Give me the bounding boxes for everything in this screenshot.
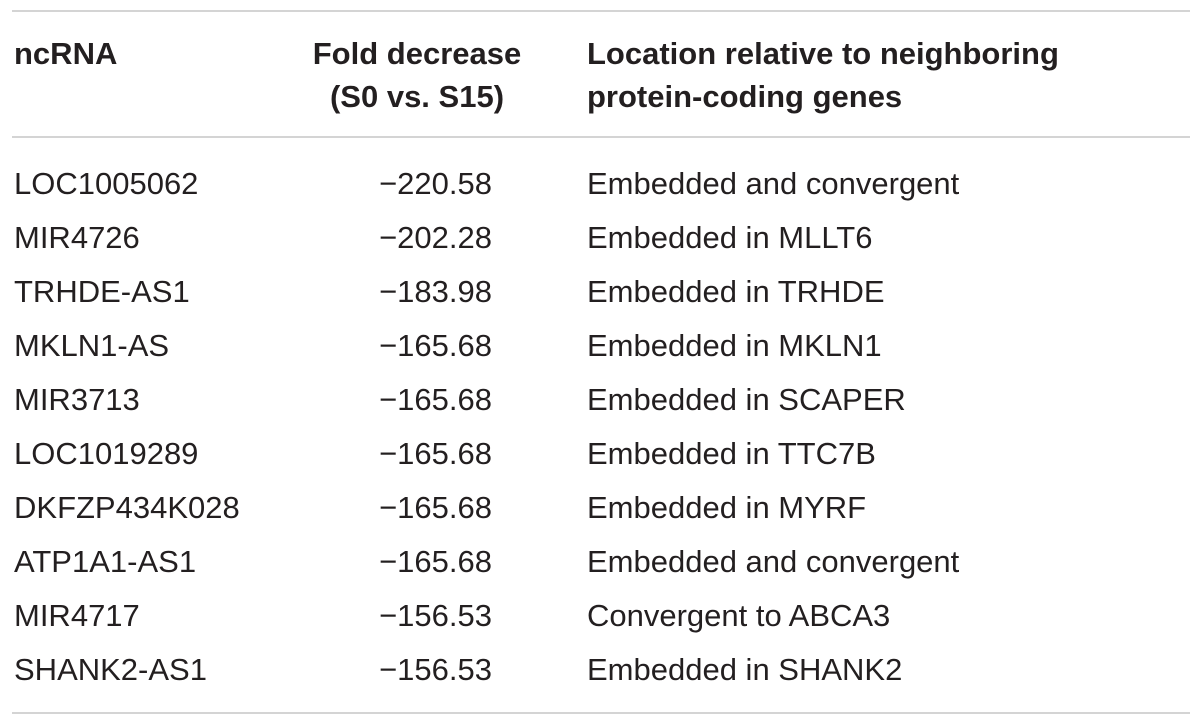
header-location-line-1: Location relative to neighboring bbox=[587, 36, 1059, 71]
location-cell: Embedded in MLLT6 bbox=[587, 220, 873, 255]
fold-decrease-cell: −165.68 bbox=[379, 436, 492, 471]
location-cell: Embedded in MYRF bbox=[587, 490, 867, 525]
ncrna-cell: MIR4717 bbox=[14, 598, 140, 633]
location-cell: Embedded and convergent bbox=[587, 544, 960, 579]
table-row: LOC1019289 −165.68 Embedded in TTC7B bbox=[12, 427, 1190, 481]
ncrna-cell: ATP1A1-AS1 bbox=[14, 544, 197, 579]
ncrna-cell: LOC1005062 bbox=[14, 166, 199, 201]
table-bottom-rule bbox=[12, 712, 1190, 714]
header-location-line-2: protein-coding genes bbox=[587, 79, 903, 114]
location-cell: Embedded in TTC7B bbox=[587, 436, 876, 471]
header-fold-decrease: Fold decrease (S0 vs. S15) bbox=[292, 12, 542, 118]
fold-decrease-cell: −165.68 bbox=[379, 382, 492, 417]
table-row: ATP1A1-AS1 −165.68 Embedded and converge… bbox=[12, 535, 1190, 589]
table-top-rule bbox=[12, 10, 1190, 12]
location-cell: Embedded in TRHDE bbox=[587, 274, 885, 309]
location-cell: Convergent to ABCA3 bbox=[587, 598, 891, 633]
header-location: Location relative to neighboring protein… bbox=[542, 12, 1190, 118]
table-row: MIR4717 −156.53 Convergent to ABCA3 bbox=[12, 589, 1190, 643]
ncrna-cell: TRHDE-AS1 bbox=[14, 274, 190, 309]
table-row: MIR4726 −202.28 Embedded in MLLT6 bbox=[12, 211, 1190, 265]
ncrna-cell: MIR4726 bbox=[14, 220, 140, 255]
fold-decrease-cell: −183.98 bbox=[379, 274, 492, 309]
fold-decrease-cell: −165.68 bbox=[379, 490, 492, 525]
fold-decrease-cell: −165.68 bbox=[379, 544, 492, 579]
fold-decrease-cell: −202.28 bbox=[379, 220, 492, 255]
header-fold-decrease-line-2: (S0 vs. S15) bbox=[329, 79, 505, 114]
fold-decrease-cell: −220.58 bbox=[379, 166, 492, 201]
table-row: TRHDE-AS1 −183.98 Embedded in TRHDE bbox=[12, 265, 1190, 319]
header-ncrna-label: ncRNA bbox=[14, 36, 118, 71]
table-row: MIR3713 −165.68 Embedded in SCAPER bbox=[12, 373, 1190, 427]
location-cell: Embedded and convergent bbox=[587, 166, 960, 201]
location-cell: Embedded in SCAPER bbox=[587, 382, 906, 417]
table-row: LOC1005062 −220.58 Embedded and converge… bbox=[12, 157, 1190, 211]
fold-decrease-cell: −165.68 bbox=[379, 328, 492, 363]
ncrna-cell: DKFZP434K028 bbox=[14, 490, 240, 525]
fold-decrease-cell: −156.53 bbox=[379, 598, 492, 633]
ncrna-cell: MIR3713 bbox=[14, 382, 140, 417]
header-ncrna: ncRNA bbox=[12, 12, 292, 75]
table-body: LOC1005062 −220.58 Embedded and converge… bbox=[12, 138, 1190, 712]
table-row: DKFZP434K028 −165.68 Embedded in MYRF bbox=[12, 481, 1190, 535]
table-row: MKLN1-AS −165.68 Embedded in MKLN1 bbox=[12, 319, 1190, 373]
table-header-rule bbox=[12, 136, 1190, 138]
location-cell: Embedded in MKLN1 bbox=[587, 328, 882, 363]
ncrna-cell: MKLN1-AS bbox=[14, 328, 170, 363]
fold-decrease-cell: −156.53 bbox=[379, 652, 492, 687]
table-row: SHANK2-AS1 −156.53 Embedded in SHANK2 bbox=[12, 643, 1190, 697]
data-table: ncRNA Fold decrease (S0 vs. S15) Locatio… bbox=[12, 10, 1190, 714]
header-fold-decrease-line-1: Fold decrease bbox=[312, 36, 522, 71]
ncrna-cell: SHANK2-AS1 bbox=[14, 652, 207, 687]
ncrna-cell: LOC1019289 bbox=[14, 436, 199, 471]
location-cell: Embedded in SHANK2 bbox=[587, 652, 903, 687]
table-header-row: ncRNA Fold decrease (S0 vs. S15) Locatio… bbox=[12, 12, 1190, 136]
